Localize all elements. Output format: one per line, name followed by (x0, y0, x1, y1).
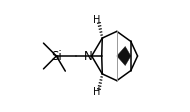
Text: Si: Si (51, 50, 62, 62)
Polygon shape (117, 46, 131, 66)
Text: H: H (93, 15, 101, 25)
Text: H: H (93, 87, 101, 97)
Text: N: N (84, 50, 93, 62)
